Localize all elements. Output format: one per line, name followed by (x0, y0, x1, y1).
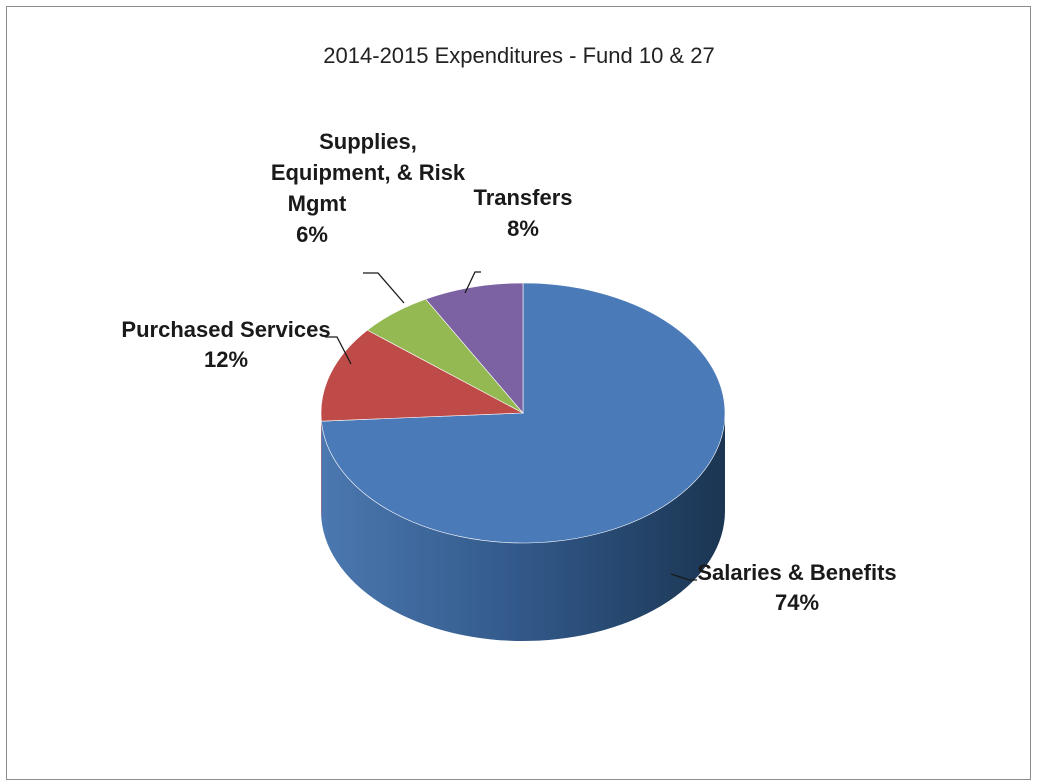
chart-title: 2014-2015 Expenditures - Fund 10 & 27 (323, 43, 714, 68)
slice-label-1-label-line-0: Purchased Services (121, 317, 330, 342)
slice-label-1-percent: 12% (204, 347, 248, 372)
slice-label-3-percent: 8% (507, 216, 539, 241)
pie-side-0 (321, 413, 725, 641)
pie-slice-3 (425, 282, 524, 414)
leader-line-0 (670, 573, 697, 581)
slice-label-0-percent: 74% (775, 590, 819, 615)
leader-lines (325, 271, 697, 581)
slice-label-2-label-line-1: Equipment, & Risk (271, 160, 466, 185)
leader-line-2 (363, 272, 405, 304)
leader-line-3 (464, 271, 481, 294)
slice-label-0-label-line-0: Salaries & Benefits (697, 560, 896, 585)
slice-label-2-label-line-0: Supplies, (319, 129, 417, 154)
slice-label-3-label-line-0: Transfers (473, 185, 572, 210)
chart-frame: 2014-2015 Expenditures - Fund 10 & 27 Sa… (6, 6, 1031, 780)
pie-slices (320, 282, 726, 544)
pie-chart: 2014-2015 Expenditures - Fund 10 & 27 Sa… (121, 43, 897, 641)
slice-label-2-label-line-2: Mgmt (288, 191, 347, 216)
leader-line-1 (325, 336, 352, 365)
pie-slice-1 (320, 329, 525, 422)
pie-side-walls (321, 413, 725, 641)
slice-label-2-percent: 6% (296, 222, 328, 247)
slice-labels: Salaries & Benefits 74% Purchased Services… (121, 129, 896, 615)
